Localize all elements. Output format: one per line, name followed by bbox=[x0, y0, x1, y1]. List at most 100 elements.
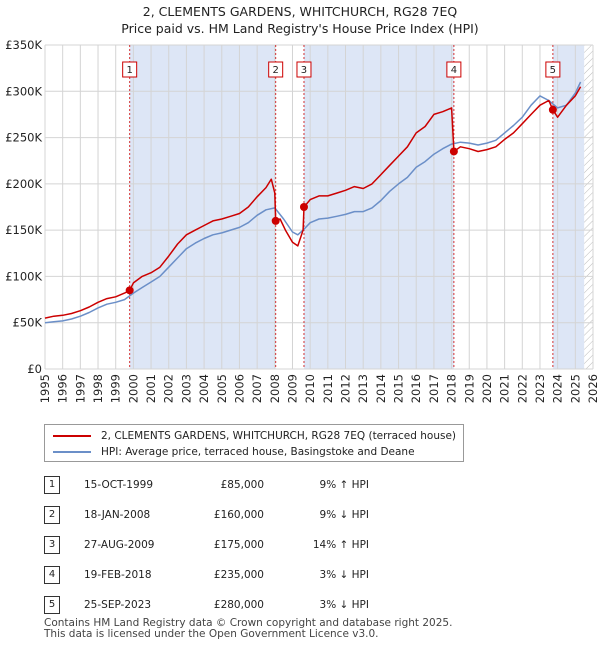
sale-date: 27-AUG-2009 bbox=[84, 539, 155, 551]
sale-row: 1 15-OCT-1999 £85,000 9% ↑ HPI bbox=[44, 476, 404, 494]
x-tick-label: 2011 bbox=[321, 374, 335, 403]
x-tick-label: 2009 bbox=[285, 374, 299, 403]
sale-price: £175,000 bbox=[213, 539, 264, 551]
y-axis-ticks: £0 £50K £100K £150K £200K £250K £300K £350K bbox=[5, 38, 42, 376]
sale-marker bbox=[548, 105, 557, 114]
x-axis-ticks: 1995 1996 1997 1998 1999 2000 2001 2002 2003 2004… bbox=[38, 374, 600, 403]
sale-row: 5 25-SEP-2023 £280,000 3% ↓ HPI bbox=[44, 596, 404, 614]
sale-label-box bbox=[545, 61, 561, 78]
price-chart: 1 2 3 4 5 £0 £50K £100K £150K £200K £250K £300K £35… bbox=[5, 38, 600, 403]
sale-label-number: 4 bbox=[451, 65, 457, 76]
x-tick-label: 2025 bbox=[568, 374, 582, 403]
x-tick-label: 2020 bbox=[480, 374, 494, 403]
sale-label-number: 1 bbox=[126, 65, 132, 76]
x-tick-label: 2008 bbox=[268, 374, 282, 403]
chart-title-line1: 2, CLEMENTS GARDENS, WHITCHURCH, RG28 7E… bbox=[142, 4, 458, 19]
x-tick-label: 2001 bbox=[144, 374, 158, 403]
sale-date: 18-JAN-2008 bbox=[84, 509, 151, 521]
y-tick-label: £350K bbox=[5, 38, 42, 52]
legend-label-hpi: HPI: Average price, terraced house, Basi… bbox=[101, 446, 415, 458]
x-tick-label: 2017 bbox=[427, 374, 441, 403]
property-price-line bbox=[44, 86, 582, 319]
y-tick-label: £150K bbox=[5, 223, 42, 237]
x-tick-label: 2005 bbox=[215, 374, 229, 403]
legend-swatch-hpi bbox=[53, 451, 91, 453]
grid-lines bbox=[44, 44, 594, 370]
x-tick-label: 2026 bbox=[586, 374, 600, 403]
chart-title-line2: Price paid vs. HM Land Registry's House … bbox=[121, 21, 479, 36]
sale-price: £85,000 bbox=[220, 479, 264, 491]
y-tick-label: £50K bbox=[13, 316, 43, 330]
sale-price: £235,000 bbox=[213, 569, 264, 581]
sale-row: 3 27-AUG-2009 £175,000 14% ↑ HPI bbox=[44, 536, 404, 554]
y-tick-label: £200K bbox=[5, 177, 42, 191]
shaded-periods bbox=[129, 45, 593, 369]
sale-label-box bbox=[268, 61, 284, 78]
sale-marker bbox=[299, 203, 308, 211]
x-tick-label: 2022 bbox=[515, 374, 529, 403]
x-tick-label: 2023 bbox=[533, 374, 547, 403]
footer: Contains HM Land Registry data © Crown c… bbox=[44, 618, 452, 640]
sale-date: 19-FEB-2018 bbox=[84, 569, 152, 581]
sale-marker bbox=[271, 216, 280, 225]
sale-labels: 1 2 3 4 5 bbox=[122, 61, 561, 78]
shaded-period bbox=[303, 45, 454, 369]
x-tick-label: 2024 bbox=[551, 374, 565, 403]
sale-label-box bbox=[446, 61, 462, 78]
sale-marker bbox=[125, 286, 134, 295]
x-tick-label: 2012 bbox=[339, 374, 353, 403]
legend-label-property: 2, CLEMENTS GARDENS, WHITCHURCH, RG28 7E… bbox=[101, 430, 457, 442]
shaded-period bbox=[129, 45, 276, 369]
y-tick-label: £100K bbox=[5, 269, 42, 283]
chart-title: 2, CLEMENTS GARDENS, WHITCHURCH, RG28 7E… bbox=[0, 3, 600, 37]
y-tick-label: £0 bbox=[27, 362, 42, 376]
sale-row: 2 18-JAN-2008 £160,000 9% ↓ HPI bbox=[44, 506, 404, 524]
sale-markers bbox=[125, 105, 557, 295]
x-tick-label: 2003 bbox=[179, 374, 193, 403]
sale-number-badge: 2 bbox=[44, 506, 60, 524]
x-tick-label: 2014 bbox=[374, 374, 388, 403]
x-tick-label: 2015 bbox=[392, 374, 406, 403]
x-tick-label: 2018 bbox=[445, 374, 459, 403]
x-tick-label: 1995 bbox=[38, 374, 52, 403]
series-lines bbox=[44, 81, 582, 324]
x-tick-label: 2006 bbox=[232, 374, 246, 403]
sale-hpi-change: 3% ↓ HPI bbox=[319, 569, 369, 581]
sale-number-badge: 4 bbox=[44, 566, 60, 584]
sale-hpi-change: 9% ↑ HPI bbox=[319, 479, 369, 491]
y-tick-label: £300K bbox=[5, 84, 42, 98]
sale-price: £280,000 bbox=[213, 599, 264, 611]
x-tick-label: 1997 bbox=[73, 374, 87, 403]
x-tick-label: 2004 bbox=[197, 374, 211, 403]
x-tick-label: 2013 bbox=[356, 374, 370, 403]
x-tick-label: 2002 bbox=[162, 374, 176, 403]
y-tick-label: £250K bbox=[5, 131, 42, 145]
sale-hpi-change: 14% ↑ HPI bbox=[312, 539, 369, 551]
forecast-hatch bbox=[584, 45, 593, 369]
sale-number-badge: 5 bbox=[44, 596, 60, 614]
sale-label-number: 3 bbox=[301, 65, 307, 76]
footer-license: This data is licensed under the Open Gov… bbox=[44, 628, 379, 640]
sale-label-number: 2 bbox=[273, 65, 279, 76]
legend: 2, CLEMENTS GARDENS, WHITCHURCH, RG28 7E… bbox=[44, 424, 464, 462]
sale-price: £160,000 bbox=[213, 509, 264, 521]
x-tick-label: 2010 bbox=[303, 374, 317, 403]
sale-number-badge: 3 bbox=[44, 536, 60, 554]
sale-marker bbox=[449, 147, 458, 156]
x-tick-label: 2021 bbox=[498, 374, 512, 403]
hpi-line bbox=[44, 81, 582, 324]
sale-label-number: 5 bbox=[550, 65, 556, 76]
sale-date: 25-SEP-2023 bbox=[84, 599, 152, 611]
x-tick-label: 1999 bbox=[109, 374, 123, 403]
sale-row: 4 19-FEB-2018 £235,000 3% ↓ HPI bbox=[44, 566, 404, 584]
x-tick-label: 1998 bbox=[91, 374, 105, 403]
x-tick-label: 2000 bbox=[126, 374, 140, 403]
sale-hpi-change: 3% ↓ HPI bbox=[319, 599, 369, 611]
footer-copyright: Contains HM Land Registry data © Crown c… bbox=[44, 617, 453, 629]
sale-label-box bbox=[122, 61, 138, 78]
x-tick-label: 2007 bbox=[250, 374, 264, 403]
x-tick-label: 2016 bbox=[409, 374, 423, 403]
sale-date: 15-OCT-1999 bbox=[84, 479, 153, 491]
x-tick-label: 2019 bbox=[462, 374, 476, 403]
sale-hpi-change: 9% ↓ HPI bbox=[319, 509, 369, 521]
